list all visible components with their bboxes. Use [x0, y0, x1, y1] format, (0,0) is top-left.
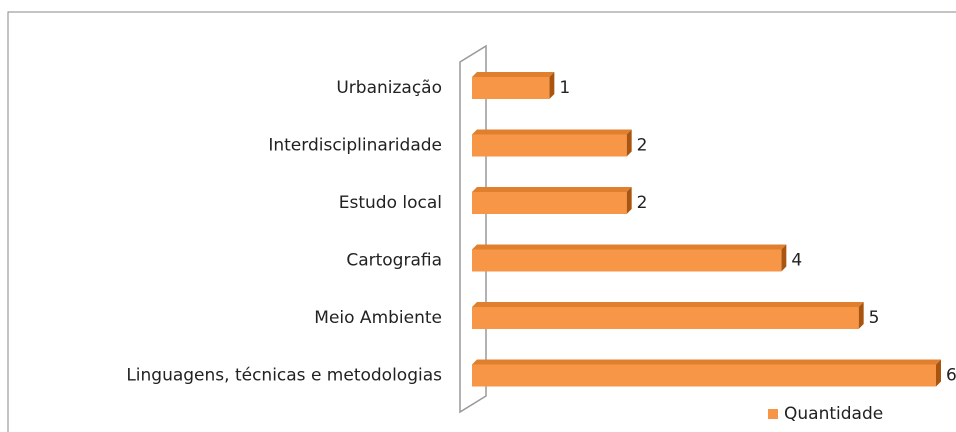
y-tick-label: Urbanização — [336, 78, 442, 98]
legend-label: Quantidade — [784, 404, 883, 424]
y-tick-label: Interdisciplinaridade — [268, 136, 442, 156]
bar — [472, 134, 627, 157]
bar-top — [472, 302, 864, 307]
bar-top — [472, 187, 632, 192]
bar — [472, 364, 936, 387]
bar-side — [549, 72, 555, 99]
bar-top — [472, 244, 787, 250]
bar-side — [781, 244, 787, 272]
data-label: 2 — [637, 193, 648, 213]
data-label: 5 — [869, 308, 880, 328]
bar-top — [472, 129, 632, 135]
bar — [472, 307, 859, 329]
bar-top — [472, 359, 941, 365]
legend-swatch — [768, 409, 778, 419]
y-tick-label: Estudo local — [339, 193, 442, 213]
bar-side — [626, 187, 632, 214]
bar-side — [626, 129, 632, 157]
data-label: 2 — [637, 136, 648, 156]
data-label: 4 — [791, 251, 802, 271]
y-tick-label: Linguagens, técnicas e metodologias — [126, 366, 442, 386]
axis-wall — [459, 44, 487, 414]
bar — [472, 192, 627, 214]
data-label: 1 — [559, 78, 570, 98]
bar — [472, 249, 782, 272]
bar — [472, 77, 550, 99]
y-tick-label: Meio Ambiente — [314, 308, 442, 328]
y-tick-label: Cartografia — [346, 251, 442, 271]
bar-top — [472, 72, 555, 77]
bar-side — [858, 302, 864, 329]
bar-side — [936, 359, 941, 387]
data-label: 6 — [946, 366, 956, 386]
